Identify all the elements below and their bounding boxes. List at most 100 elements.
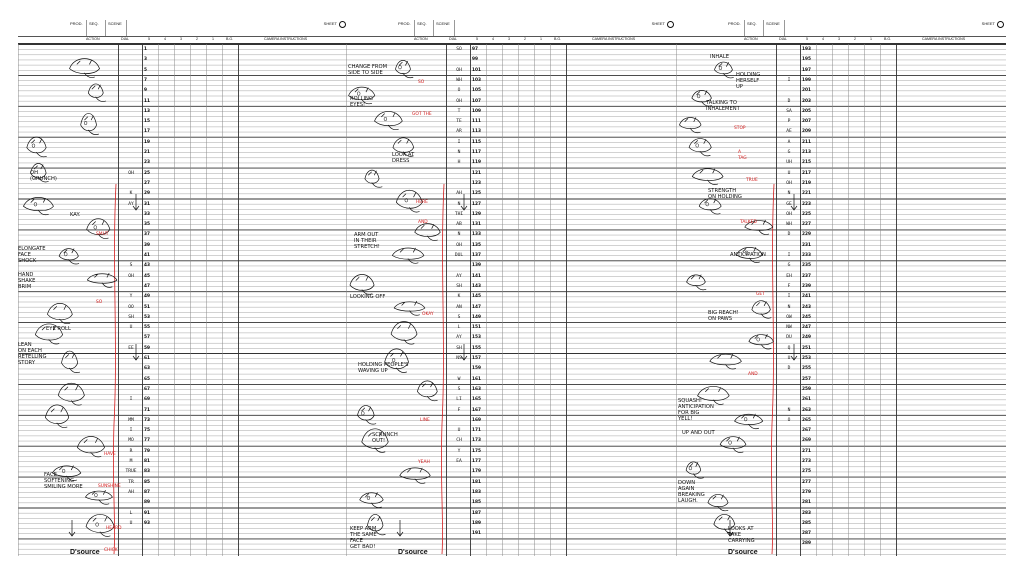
dialogue-phoneme: OO xyxy=(128,304,134,310)
gesture-sketch xyxy=(364,169,383,188)
frame-number: 159 xyxy=(472,366,481,372)
dsource-logo: D'source xyxy=(398,549,428,556)
gesture-sketch xyxy=(395,189,423,213)
gesture-sketch xyxy=(45,404,70,428)
dialogue-phoneme: U xyxy=(129,520,133,526)
gesture-sketch xyxy=(734,413,764,430)
dialogue-phoneme: N xyxy=(787,191,791,197)
dialogue-phoneme: GE xyxy=(786,201,792,207)
dialogue-phoneme: OH xyxy=(456,67,462,73)
sheet-number-circle xyxy=(997,21,1004,28)
frame-number: 123 xyxy=(472,180,481,186)
frame-number: 33 xyxy=(144,211,150,217)
frame-number: 113 xyxy=(472,129,481,135)
action-column-label: ACTION xyxy=(744,37,758,41)
action-note: TALKING TO INHALEMENT xyxy=(706,100,740,112)
level-4-label: 4 xyxy=(164,37,166,41)
dialogue-phoneme: OH xyxy=(128,170,134,176)
dialogue-phoneme: S xyxy=(457,386,461,392)
dialogue-phoneme: U xyxy=(787,356,791,361)
frame-number: 129 xyxy=(472,211,481,217)
frame-number: 133 xyxy=(472,232,481,238)
level-2-label: 2 xyxy=(524,37,526,41)
frame-number: 1 xyxy=(144,47,147,52)
gesture-sketch xyxy=(61,350,80,373)
gesture-sketch xyxy=(744,219,774,235)
dialogue-phoneme: W xyxy=(457,376,461,382)
frame-number: 213 xyxy=(802,150,811,155)
frame-number: 25 xyxy=(144,170,150,176)
sheet-label: SHEET xyxy=(323,21,337,26)
dialogue-phoneme: F xyxy=(787,283,791,289)
frame-number: 219 xyxy=(802,180,811,186)
sheet-header: PROD. SEQ. SCENE SHEET xyxy=(346,20,676,37)
dialogue-phoneme: OH xyxy=(456,242,462,248)
frame-number: 253 xyxy=(802,356,811,361)
sketch-eye xyxy=(688,466,693,471)
frame-number: 231 xyxy=(802,242,811,248)
level-5-label: 5 xyxy=(476,37,478,41)
sketch-eye xyxy=(696,94,701,99)
dialogue-phoneme: AN xyxy=(456,304,462,310)
frame-number: 257 xyxy=(802,376,811,382)
dialogue-phoneme: CH xyxy=(456,438,462,444)
gesture-sketch xyxy=(80,113,99,135)
frame-number: 109 xyxy=(472,108,481,114)
frame-number: 177 xyxy=(472,459,481,464)
timing-note-red: STOP xyxy=(734,126,746,131)
frame-number: 89 xyxy=(144,500,150,506)
down-arrow-icon xyxy=(726,520,734,537)
dialogue-phoneme: TRUE xyxy=(125,469,137,475)
gesture-sketch xyxy=(399,467,431,484)
down-arrow-icon xyxy=(790,194,798,211)
sketch-eye xyxy=(756,337,760,342)
timing-note-red: GET xyxy=(756,292,765,297)
dialogue-phoneme: OH xyxy=(456,98,462,104)
sketch-eye xyxy=(95,522,99,527)
gesture-sketch xyxy=(685,461,704,479)
timing-note-red: HEARD xyxy=(106,526,122,531)
sketch-eye xyxy=(383,116,388,122)
gesture-sketch xyxy=(349,274,375,295)
frame-number: 261 xyxy=(802,397,811,403)
frame-number: 127 xyxy=(472,201,481,207)
frame-number: 137 xyxy=(472,253,481,258)
frame-number: 247 xyxy=(802,325,811,331)
sketch-eye xyxy=(61,468,66,473)
dialogue-phoneme: UH xyxy=(786,160,792,166)
frame-number: 197 xyxy=(802,67,811,73)
sheet-label: SHEET xyxy=(981,21,995,26)
dialogue-phoneme: OH xyxy=(128,273,134,279)
frame-number: 61 xyxy=(144,356,150,361)
sketch-eye xyxy=(361,411,365,416)
timing-note-red: HERE xyxy=(416,200,428,205)
camera-instructions-label: CAMERA INSTRUCTIONS xyxy=(592,37,636,41)
timing-note-red: AND xyxy=(418,220,428,225)
dialogue-phoneme: U xyxy=(457,428,461,434)
dialogue-phoneme: DU xyxy=(786,335,792,341)
frame-number: 165 xyxy=(472,397,481,403)
sheet-grid xyxy=(346,44,676,556)
column-header: ACTION DIAL 5 4 3 2 1 B.G. CAMERA INSTRU… xyxy=(18,37,348,44)
dialogue-phoneme: DUL xyxy=(454,253,464,258)
action-note: DOWN AGAIN BREAKING LAUGH. xyxy=(678,480,705,504)
sketch-eye xyxy=(357,91,361,96)
frame-number: 7 xyxy=(144,77,147,83)
frame-number: 173 xyxy=(472,438,481,444)
action-note: ANTICIPATION xyxy=(730,252,766,258)
timing-note-red: YEAH xyxy=(418,460,430,465)
gesture-sketch xyxy=(87,83,107,102)
frame-number: 121 xyxy=(472,170,481,176)
frame-number: 39 xyxy=(144,242,150,248)
frame-number: 277 xyxy=(802,479,811,485)
frame-number: 239 xyxy=(802,283,811,289)
gesture-sketch xyxy=(686,274,707,291)
frame-number: 175 xyxy=(472,448,481,454)
down-arrow-icon xyxy=(790,344,798,361)
gesture-sketch xyxy=(714,61,734,79)
gesture-sketch xyxy=(52,465,82,481)
level-3-label: 3 xyxy=(838,37,840,41)
sketch-eye xyxy=(744,250,749,255)
action-note: ARM OUT IN THEIR STRETCH! xyxy=(354,232,380,250)
timing-note-red: HAVE xyxy=(104,452,116,457)
